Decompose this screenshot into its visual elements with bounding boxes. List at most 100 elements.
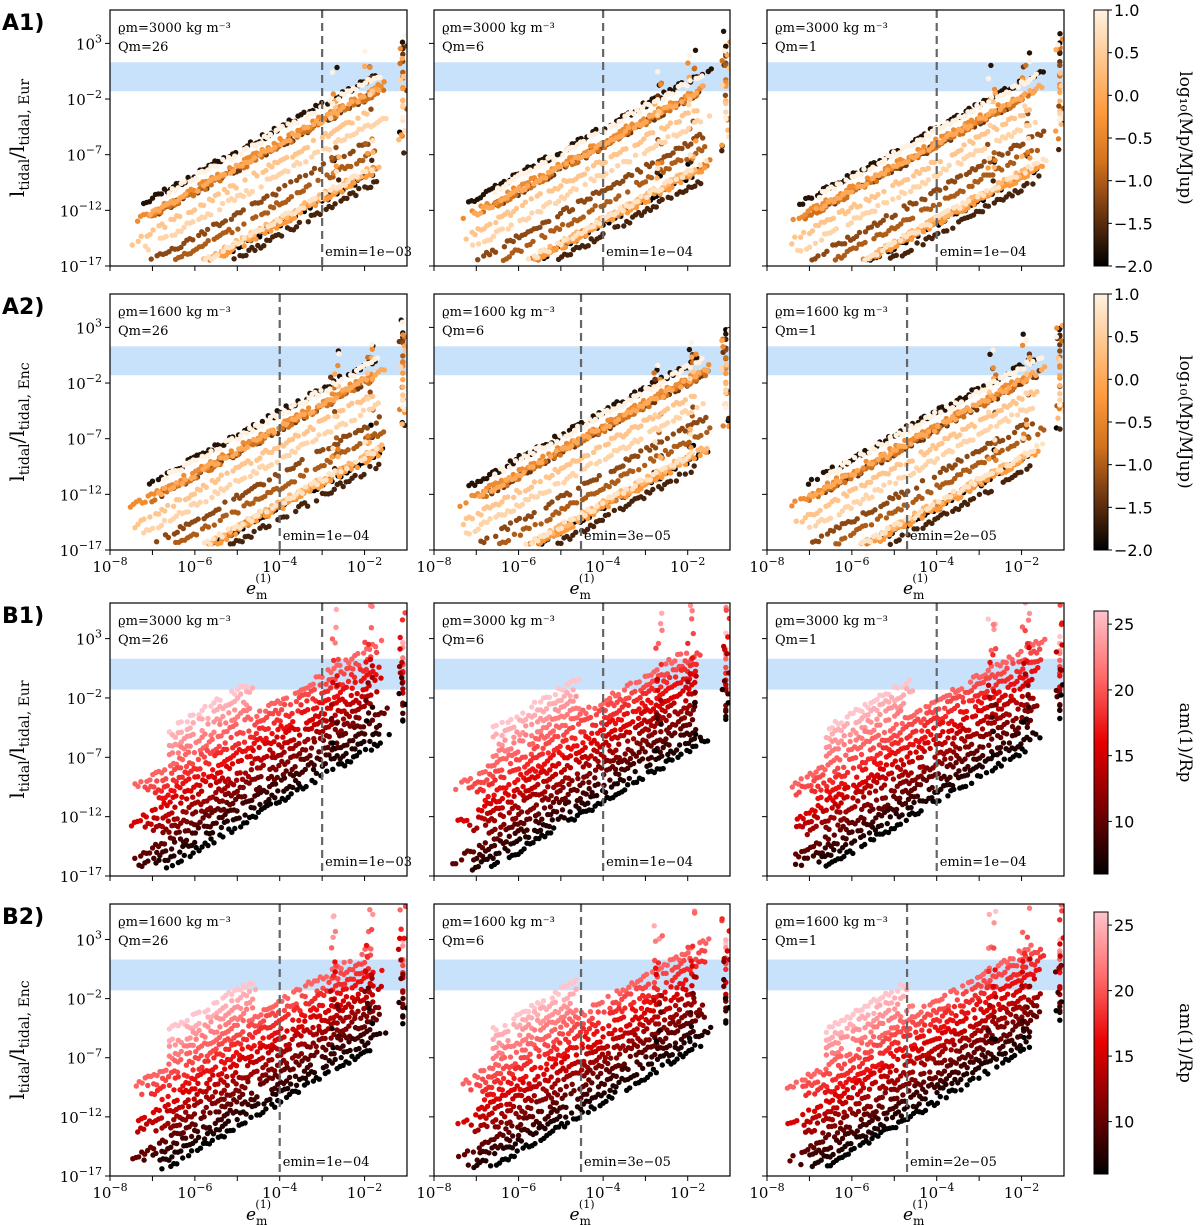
data-point	[723, 100, 729, 107]
data-point	[723, 109, 729, 115]
data-point	[355, 115, 361, 121]
data-point	[282, 182, 288, 189]
data-point	[1028, 165, 1034, 172]
data-point	[929, 235, 935, 242]
data-point	[305, 219, 311, 225]
data-point	[1038, 132, 1044, 138]
data-point	[380, 87, 387, 93]
data-point	[301, 109, 307, 116]
data-point	[687, 375, 693, 382]
data-point	[646, 163, 653, 170]
data-point	[251, 155, 257, 161]
data-point	[667, 178, 674, 184]
data-point	[369, 346, 375, 352]
data-point	[554, 439, 560, 445]
data-point	[158, 191, 165, 197]
data-point	[667, 470, 674, 476]
data-point	[397, 45, 404, 52]
data-point	[700, 401, 706, 407]
data-point	[603, 171, 609, 177]
data-point	[650, 486, 656, 493]
data-point	[646, 101, 652, 108]
data-point	[322, 400, 328, 406]
data-point	[475, 241, 482, 247]
data-point	[162, 508, 168, 514]
data-point	[214, 163, 220, 170]
data-point	[218, 540, 224, 546]
data-point	[615, 478, 621, 484]
data-point	[522, 186, 528, 193]
data-point	[363, 377, 370, 383]
data-point	[288, 194, 295, 200]
data-point	[920, 229, 927, 235]
data-point	[310, 137, 317, 144]
data-point	[363, 168, 369, 175]
data-point	[367, 92, 373, 98]
data-point	[548, 441, 554, 447]
data-point	[652, 445, 659, 451]
data-point	[339, 189, 345, 195]
data-point	[229, 435, 235, 442]
data-point	[366, 457, 372, 463]
data-point	[505, 537, 512, 544]
data-point	[315, 149, 321, 155]
data-point	[156, 208, 162, 214]
data-point	[790, 216, 796, 223]
data-point	[311, 165, 318, 172]
y-tick-label: 10−7	[67, 428, 102, 449]
data-point	[801, 229, 807, 236]
data-point	[560, 152, 566, 158]
data-point	[992, 157, 998, 164]
data-point	[583, 232, 589, 239]
data-point	[521, 469, 527, 476]
data-point	[272, 144, 278, 151]
data-point	[400, 370, 406, 376]
data-point	[355, 99, 361, 105]
data-point	[364, 150, 371, 157]
data-point	[627, 220, 633, 226]
q-label: Qm=26	[118, 324, 168, 339]
emin-label: emin=1e−04	[940, 245, 1027, 260]
data-point	[305, 405, 312, 411]
y-tick-label: 10−17	[60, 539, 102, 560]
data-point	[997, 138, 1003, 144]
data-point	[329, 69, 336, 76]
data-point	[511, 494, 517, 501]
data-point	[992, 90, 998, 96]
data-point	[558, 242, 564, 248]
data-point	[302, 172, 309, 179]
data-point	[703, 414, 709, 421]
data-point	[531, 479, 538, 485]
y-tick-label: 10−7	[67, 144, 102, 165]
data-point	[297, 161, 303, 167]
data-point	[373, 465, 379, 472]
data-point	[267, 131, 273, 138]
data-point	[142, 243, 149, 249]
data-point	[688, 449, 695, 455]
data-point	[457, 503, 463, 509]
data-point	[487, 237, 494, 243]
data-point	[1018, 96, 1024, 103]
data-point	[557, 210, 564, 217]
data-point	[663, 374, 670, 380]
data-point	[227, 482, 233, 488]
data-point	[1057, 62, 1063, 68]
data-point	[654, 112, 661, 119]
data-point	[611, 507, 617, 514]
data-point	[682, 471, 688, 477]
data-point	[400, 97, 406, 104]
data-point	[582, 181, 588, 188]
data-point	[220, 248, 227, 254]
data-point	[215, 461, 221, 467]
data-point	[849, 189, 855, 195]
data-point	[698, 180, 704, 187]
data-point	[719, 82, 725, 88]
data-point	[688, 469, 694, 475]
data-point	[246, 438, 252, 445]
data-point	[984, 187, 990, 194]
data-point	[905, 159, 911, 165]
data-point	[149, 195, 156, 201]
data-point	[190, 193, 197, 199]
colorbar	[1093, 9, 1109, 267]
data-point	[997, 106, 1003, 113]
